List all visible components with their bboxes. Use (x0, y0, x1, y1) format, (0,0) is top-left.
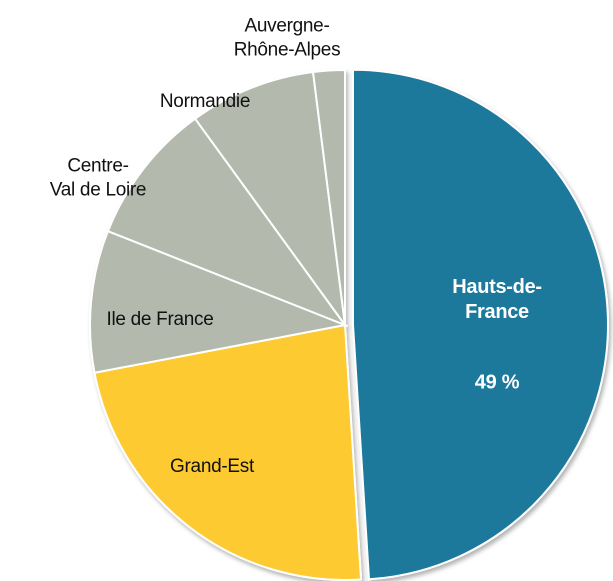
value-label: 49 % (474, 371, 520, 394)
slice (106, 117, 348, 328)
slice-label: Grand-Est (170, 456, 254, 478)
slice-label: Centre- Val de Loire (49, 155, 147, 200)
slice-label: Auvergne- Rhône-Alpes (233, 15, 341, 60)
slice-label: Ile de France (106, 309, 214, 331)
slice (89, 229, 349, 374)
slice (351, 68, 610, 581)
slice-label: Normandie (159, 91, 251, 113)
slice-label: Hauts-de- France (452, 276, 542, 323)
slice (193, 70, 346, 326)
slice (311, 68, 346, 326)
slices (89, 68, 610, 581)
slice (93, 323, 363, 581)
